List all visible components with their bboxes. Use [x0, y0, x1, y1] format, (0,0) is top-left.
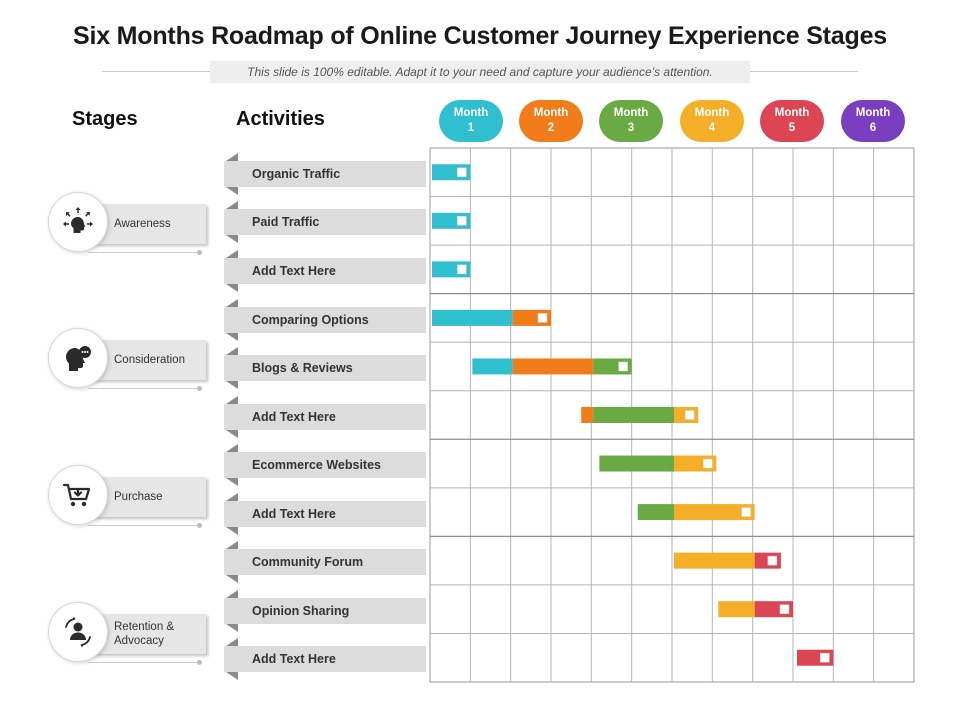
stage-connector-dot — [197, 523, 202, 528]
activity-label: Opinion Sharing — [224, 590, 426, 632]
stage-icon-circle — [48, 465, 108, 525]
stage-retention-advocacy: Retention & Advocacy — [48, 602, 208, 672]
month-pill-6: Month 6 — [841, 100, 905, 142]
stage-purchase: Purchase — [48, 465, 208, 535]
bar-end-marker — [741, 507, 751, 517]
stage-awareness: Awareness — [48, 192, 208, 262]
stage-connector-line — [88, 525, 200, 526]
bar-end-marker — [703, 458, 713, 469]
month-pill-1: Month 1 — [439, 100, 503, 142]
stage-connector-dot — [197, 660, 202, 665]
activity-label: Ecommerce Websites — [224, 444, 426, 486]
month-pill-3: Month 3 — [599, 100, 663, 142]
stage-connector-line — [88, 252, 200, 253]
month-pill-5: Month 5 — [760, 100, 824, 142]
bar-end-marker — [537, 313, 548, 323]
subtitle: This slide is 100% editable. Adapt it to… — [210, 61, 750, 83]
month-pill-line1: Month — [774, 107, 810, 119]
month-pill-line2: 3 — [627, 122, 635, 134]
gantt-bar-segment — [472, 358, 513, 375]
month-pill-2: Month 2 — [519, 100, 583, 142]
gantt-bar-segment — [512, 358, 594, 375]
month-pill-4: Month 4 — [680, 100, 744, 142]
stage-label: Retention & Advocacy — [88, 614, 206, 654]
person-cycle-icon — [65, 616, 91, 648]
activity-label: Organic Traffic — [224, 153, 426, 195]
stage-connector-line — [88, 662, 200, 663]
activity-label: Community Forum — [224, 541, 426, 583]
bar-end-marker — [457, 264, 467, 275]
activity-label: Add Text Here — [224, 396, 426, 438]
bar-end-marker — [767, 555, 778, 566]
stage-connector-dot — [197, 250, 202, 255]
slide-title: Six Months Roadmap of Online Customer Jo… — [73, 22, 887, 50]
gantt-bar-segment — [581, 407, 594, 423]
gantt-bar-segment — [637, 504, 674, 521]
activity-label: Add Text Here — [224, 250, 426, 292]
month-pill-line1: Month — [855, 107, 891, 119]
stage-icon-circle — [48, 192, 108, 252]
month-pill-line1: Month — [694, 107, 730, 119]
month-pill-line1: Month — [453, 107, 489, 119]
stage-icon-circle — [48, 602, 108, 662]
gantt-bar-segment — [593, 407, 674, 423]
activity-label: Paid Traffic — [224, 201, 426, 243]
bar-end-marker — [618, 361, 628, 372]
activity-label: Add Text Here — [224, 493, 426, 535]
stage-icon-circle — [48, 328, 108, 388]
bar-end-marker — [684, 410, 695, 420]
month-pill-line2: 2 — [547, 122, 555, 134]
bar-end-marker — [457, 167, 467, 178]
bar-end-marker — [779, 604, 790, 614]
month-pill-line2: 4 — [708, 122, 716, 134]
gantt-bar-segment — [432, 309, 513, 326]
month-pill-line2: 1 — [467, 122, 475, 134]
gantt-bar-segment — [599, 455, 674, 472]
month-pill-line2: 5 — [788, 122, 796, 134]
gantt-bar-segment — [674, 552, 755, 569]
stage-label: Awareness — [88, 204, 206, 244]
stages-header: Stages — [72, 108, 138, 130]
head-arrows-icon — [63, 207, 93, 233]
stage-connector-line — [88, 388, 200, 389]
head-thought-icon — [66, 346, 91, 371]
shopping-cart-icon — [62, 483, 91, 507]
bar-end-marker — [820, 652, 830, 663]
month-pill-line2: 6 — [869, 122, 877, 134]
gantt-bar-segment — [674, 504, 755, 521]
activity-label: Add Text Here — [224, 638, 426, 680]
stage-connector-dot — [197, 386, 202, 391]
bar-end-marker — [457, 216, 467, 226]
gantt-bar-segment — [718, 601, 755, 618]
month-pill-line1: Month — [613, 107, 649, 119]
activities-header: Activities — [236, 108, 325, 130]
stage-consideration: Consideration — [48, 328, 208, 398]
activity-label: Blogs & Reviews — [224, 347, 426, 389]
activity-label: Comparing Options — [224, 299, 426, 341]
month-pill-line1: Month — [533, 107, 569, 119]
